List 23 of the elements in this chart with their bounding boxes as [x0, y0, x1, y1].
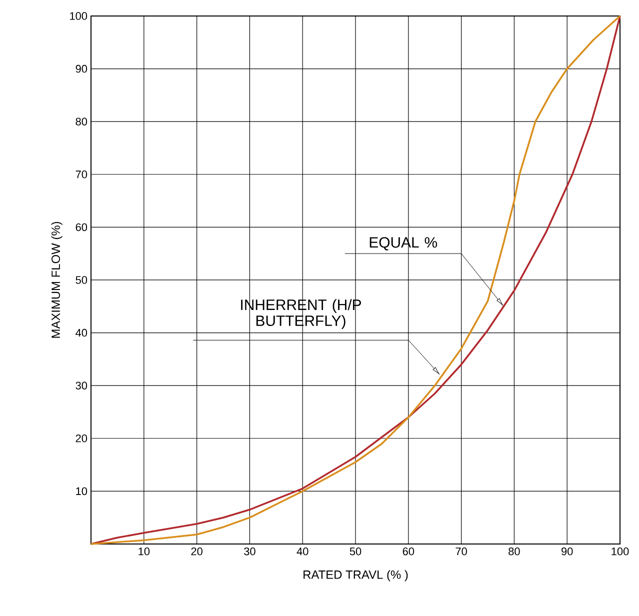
y-tick-label: 70: [76, 170, 88, 178]
y-tick-label: 90: [76, 64, 88, 73]
x-tick-label: 50: [350, 548, 362, 556]
x-tick-label: 90: [562, 548, 573, 556]
y-tick-label: 50: [76, 276, 88, 284]
y-tick-label: 20: [76, 434, 88, 442]
line-series: [90, 15, 621, 545]
x-tick-label: 20: [191, 548, 202, 556]
x-tick-label: 30: [244, 548, 256, 556]
y-tick-label: 40: [76, 328, 88, 337]
x-tick-label: 40: [296, 548, 308, 556]
x-axis-title: RATED TRAVL (% ): [304, 570, 408, 582]
x-tick-label: 60: [402, 548, 414, 556]
x-tick-label: 80: [508, 548, 520, 556]
x-tick-label: 100: [612, 548, 629, 556]
x-tick-label: 10: [138, 548, 150, 556]
x-tick-label: 70: [456, 548, 467, 556]
y-tick-label: 60: [76, 223, 88, 232]
y-tick-label: 10: [76, 487, 88, 496]
y-tick-label: 80: [76, 118, 88, 126]
y-tick-label: 30: [76, 382, 88, 390]
y-axis-title: MAXIMUM FLOW (%): [51, 222, 62, 338]
y-tick-label: 100: [70, 12, 88, 20]
